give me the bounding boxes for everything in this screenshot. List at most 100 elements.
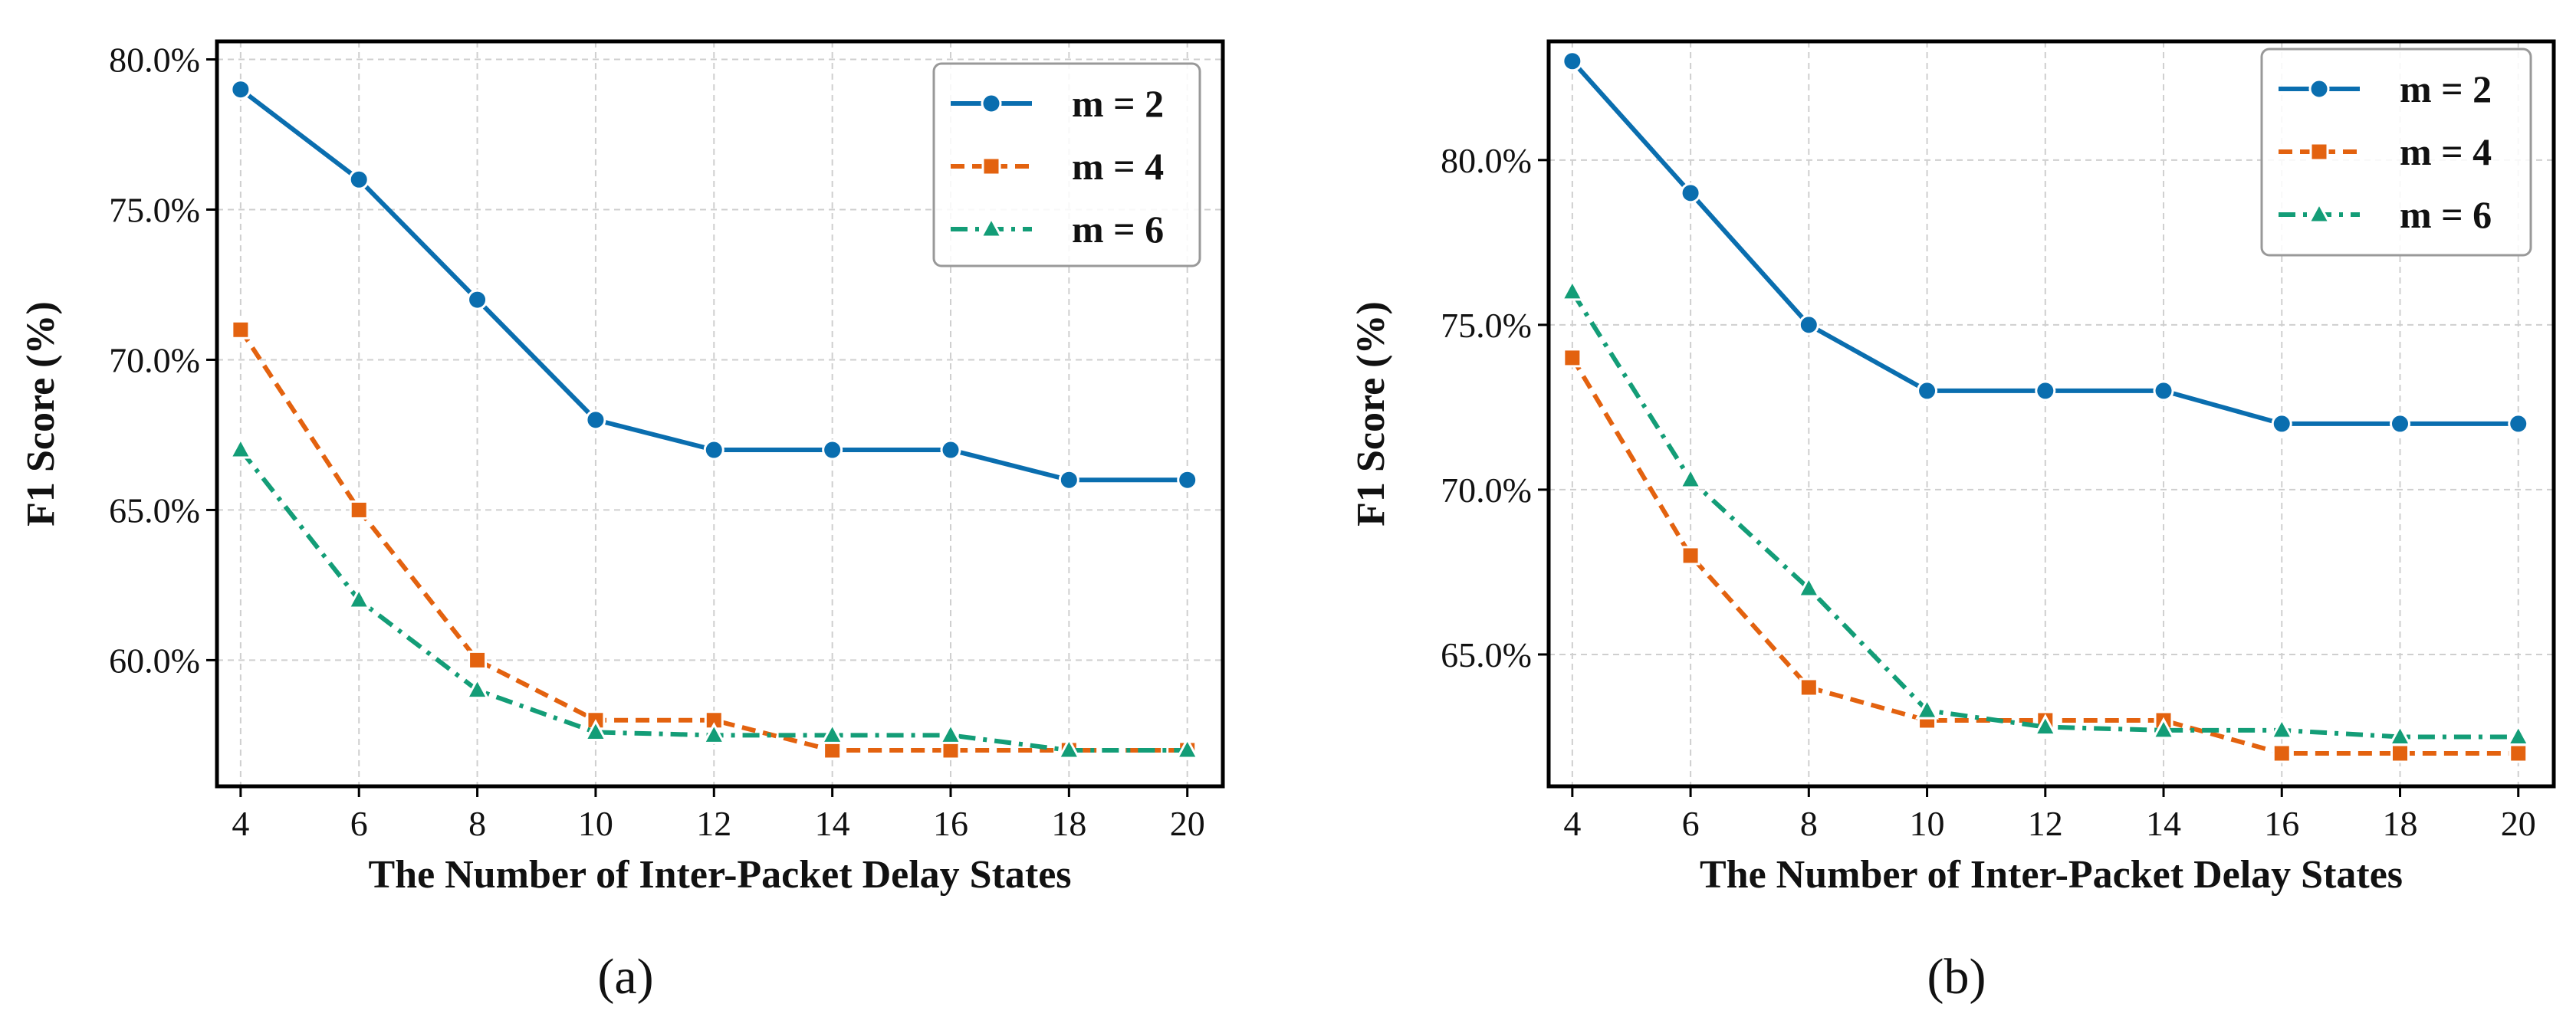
y-tick-label: 80.0% xyxy=(1441,141,1532,180)
series-1 xyxy=(230,79,1198,490)
data-point xyxy=(2151,717,2176,740)
x-axis-title: The Number of Inter-Packet Delay States xyxy=(368,853,1071,897)
data-point xyxy=(2269,717,2294,740)
legend-marker xyxy=(2308,78,2330,100)
plot-frame xyxy=(215,39,1225,789)
data-point xyxy=(2506,723,2531,746)
series-3 xyxy=(1560,278,2531,746)
data-point xyxy=(940,439,961,461)
x-tick-label: 10 xyxy=(1910,804,1945,843)
data-point xyxy=(2153,380,2174,402)
data-point xyxy=(348,169,370,190)
legend-box xyxy=(2260,48,2532,257)
y-axis-title: F1 Score (%) xyxy=(1349,301,1393,527)
data-point xyxy=(583,719,608,741)
x-tick-label: 4 xyxy=(232,804,249,843)
data-point xyxy=(1562,348,1582,368)
data-point xyxy=(228,436,253,459)
x-tick-label: 20 xyxy=(2501,804,2536,843)
data-point xyxy=(1915,697,1940,720)
data-point xyxy=(2033,714,2058,737)
x-tick-label: 8 xyxy=(1800,804,1818,843)
data-point xyxy=(1917,380,1938,402)
data-point xyxy=(585,409,606,431)
legend-label: m = 6 xyxy=(2400,193,2492,236)
x-tick-label: 20 xyxy=(1170,804,1205,843)
x-tick-label: 16 xyxy=(933,804,968,843)
x-tick-label: 18 xyxy=(2382,804,2417,843)
data-point xyxy=(1058,469,1079,490)
legend: m = 2 m = 4 m = 6 xyxy=(2260,48,2532,257)
x-tick-label: 12 xyxy=(696,804,731,843)
data-point xyxy=(820,722,845,744)
legend-marker xyxy=(2307,201,2331,224)
data-point xyxy=(1796,575,1821,598)
panel-caption: (b) xyxy=(1927,949,1986,1005)
legend-item-1: m = 2 xyxy=(951,82,1164,125)
y-tick-label: 65.0% xyxy=(109,490,200,530)
legend-item-2: m = 4 xyxy=(951,145,1164,188)
legend-label: m = 4 xyxy=(2400,130,2492,173)
data-point xyxy=(1681,546,1700,566)
legend-item-2: m = 4 xyxy=(2279,130,2492,173)
data-point xyxy=(1678,466,1703,489)
data-point xyxy=(1056,737,1081,759)
data-point xyxy=(702,722,726,744)
data-point xyxy=(1560,278,1585,301)
panel-caption: (a) xyxy=(597,949,653,1005)
data-point xyxy=(1177,469,1198,490)
data-point xyxy=(938,722,963,744)
legend-item-1: m = 2 xyxy=(2279,67,2492,110)
x-tick-label: 14 xyxy=(2146,804,2181,843)
data-point xyxy=(823,740,843,760)
y-tick-label: 60.0% xyxy=(109,641,200,680)
legend-label: m = 2 xyxy=(2400,67,2492,110)
data-point xyxy=(1175,737,1200,759)
data-point xyxy=(703,439,724,461)
x-tick-label: 4 xyxy=(1563,804,1581,843)
data-point xyxy=(465,677,490,700)
series-1 xyxy=(1562,51,2529,435)
data-point xyxy=(468,650,488,670)
series-3 xyxy=(228,436,1200,759)
data-point xyxy=(1799,677,1819,697)
x-tick-label: 18 xyxy=(1051,804,1086,843)
y-tick-label: 80.0% xyxy=(109,41,200,80)
data-point xyxy=(2509,743,2528,763)
data-point xyxy=(2035,380,2056,402)
x-tick-label: 14 xyxy=(815,804,850,843)
data-point xyxy=(231,320,251,340)
legend-box xyxy=(932,62,1201,267)
legend-label: m = 4 xyxy=(1072,145,1164,188)
chart-panel-b: 4 6 8 10 12 14 16 18 20 65.0% 70.0% 75.0% 80.0% The N… xyxy=(1349,39,2556,1005)
x-tick-label: 10 xyxy=(578,804,613,843)
data-point xyxy=(349,500,369,520)
data-point xyxy=(2390,743,2410,763)
y-tick-label: 75.0% xyxy=(1441,306,1532,345)
x-axis-title: The Number of Inter-Packet Delay States xyxy=(1700,853,2403,897)
legend-marker xyxy=(979,215,1004,238)
series-line xyxy=(238,328,1188,753)
legend-label: m = 2 xyxy=(1072,82,1164,125)
x-tick-label: 6 xyxy=(1682,804,1700,843)
y-tick-label: 70.0% xyxy=(1441,471,1532,510)
legend-marker xyxy=(2309,142,2329,162)
data-point xyxy=(2508,413,2529,435)
legend-label: m = 6 xyxy=(1072,208,1164,251)
data-point xyxy=(2271,413,2292,435)
legend-marker xyxy=(981,156,1001,176)
x-tick-label: 12 xyxy=(2028,804,2063,843)
legend-item-3: m = 6 xyxy=(951,208,1164,251)
legend-marker xyxy=(981,93,1002,114)
legend: m = 2 m = 4 m = 6 xyxy=(932,62,1201,267)
data-point xyxy=(1680,182,1701,204)
x-tick-label: 8 xyxy=(468,804,486,843)
data-point xyxy=(1798,314,1819,336)
data-point xyxy=(941,740,961,760)
data-point xyxy=(2272,743,2292,763)
y-axis-title: F1 Score (%) xyxy=(19,301,63,527)
data-point xyxy=(347,586,371,609)
x-tick-label: 16 xyxy=(2264,804,2299,843)
series-line xyxy=(1570,290,2518,740)
